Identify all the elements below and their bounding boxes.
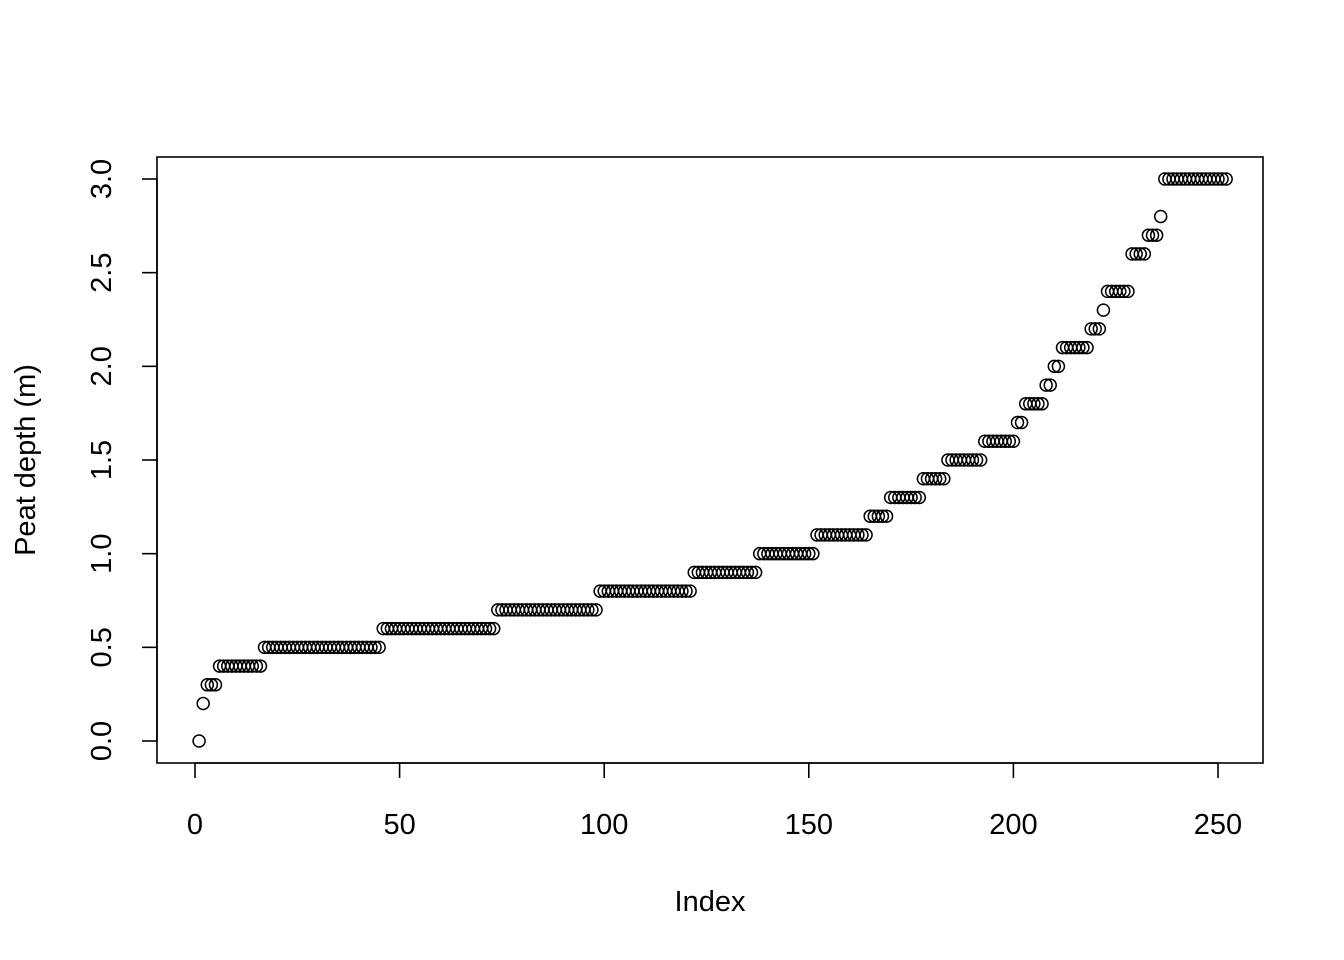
x-tick-label: 100 <box>580 809 628 841</box>
data-point <box>1137 247 1152 261</box>
data-point <box>249 659 264 673</box>
data-point <box>998 434 1012 449</box>
data-point <box>1051 359 1066 374</box>
data-point <box>1141 228 1156 242</box>
data-point <box>1043 378 1057 392</box>
data-point <box>1010 415 1025 430</box>
data-point <box>855 528 869 542</box>
data-point <box>1076 340 1090 355</box>
y-tick-label: 1.5 <box>86 440 118 480</box>
data-point <box>748 565 763 580</box>
data-point <box>1006 434 1021 449</box>
data-points <box>192 172 1233 748</box>
data-point <box>1002 434 1017 449</box>
data-point <box>802 546 816 561</box>
x-axis-title: Index <box>675 886 746 918</box>
data-point <box>478 621 493 636</box>
data-point <box>1149 228 1164 242</box>
data-point <box>675 584 689 598</box>
data-point <box>1047 359 1062 374</box>
data-point <box>372 640 386 655</box>
x-axis: 0 50 100 150 200 250 <box>187 762 1242 841</box>
data-point <box>797 546 812 561</box>
data-point <box>1096 303 1111 317</box>
data-point <box>589 603 603 617</box>
data-point <box>851 528 865 542</box>
data-point <box>200 678 215 692</box>
data-point <box>368 640 382 655</box>
data-point <box>1031 397 1045 411</box>
data-point <box>253 659 268 673</box>
data-point <box>879 509 894 523</box>
data-point <box>875 509 890 523</box>
data-point <box>683 584 697 598</box>
x-tick-label: 200 <box>989 809 1037 841</box>
data-point <box>1014 415 1029 430</box>
data-point <box>1153 209 1168 224</box>
data-point <box>1039 378 1053 392</box>
plot-frame <box>156 156 1264 764</box>
data-point <box>1088 322 1102 336</box>
x-tick-label: 150 <box>785 809 833 841</box>
data-point <box>364 640 378 655</box>
data-point <box>1133 247 1147 261</box>
y-axis-title: Peat depth (m) <box>10 364 42 556</box>
y-axis: 0.0 0.5 1.0 1.5 2.0 2.5 3.0 <box>86 159 158 761</box>
data-point <box>973 453 988 467</box>
data-point <box>196 696 210 711</box>
data-point <box>1219 172 1233 186</box>
data-point <box>581 603 595 617</box>
data-point <box>1072 340 1086 355</box>
data-point <box>806 546 820 561</box>
data-point <box>1027 397 1041 411</box>
data-point <box>1215 172 1229 186</box>
data-point <box>1080 340 1094 355</box>
data-point <box>204 678 219 692</box>
data-point <box>1084 322 1098 336</box>
data-point <box>740 565 755 580</box>
data-point <box>908 490 922 505</box>
data-point <box>486 621 501 636</box>
data-point <box>192 734 206 748</box>
data-point <box>965 453 980 467</box>
data-point <box>208 678 223 692</box>
y-tick-label: 2.5 <box>86 253 118 293</box>
data-point <box>482 621 497 636</box>
data-point <box>937 471 951 486</box>
y-tick-label: 3.0 <box>86 159 118 199</box>
data-point <box>871 509 886 523</box>
y-tick-label: 1.0 <box>86 534 118 574</box>
data-point <box>1117 284 1131 299</box>
data-point <box>679 584 693 598</box>
data-point <box>904 490 918 505</box>
y-tick-label: 0.5 <box>86 627 118 667</box>
data-point <box>932 471 947 486</box>
data-point <box>1113 284 1127 299</box>
data-point <box>859 528 873 542</box>
x-tick-label: 250 <box>1194 809 1242 841</box>
data-point <box>1145 228 1160 242</box>
x-tick-label: 0 <box>187 809 203 841</box>
data-point <box>1092 322 1107 336</box>
data-point <box>1121 284 1135 299</box>
data-point <box>585 603 599 617</box>
data-point <box>744 565 759 580</box>
data-point <box>969 453 984 467</box>
y-tick-label: 2.0 <box>86 346 118 386</box>
y-tick-label: 0.0 <box>86 721 118 761</box>
data-point <box>1211 172 1225 186</box>
data-point <box>912 490 927 505</box>
data-point <box>1129 247 1143 261</box>
data-point <box>928 471 943 486</box>
data-point <box>245 659 260 673</box>
data-point <box>1035 397 1049 411</box>
x-tick-label: 50 <box>383 809 415 841</box>
